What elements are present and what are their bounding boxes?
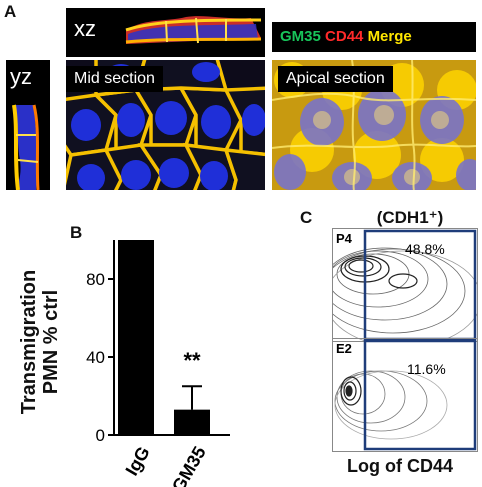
e2-percent: 11.6% — [407, 361, 446, 377]
bar-igg — [118, 240, 154, 435]
y-tick-label: 0 — [96, 426, 105, 445]
legend-merge: Merge — [367, 28, 412, 45]
p4-percent: 48.8% — [405, 241, 445, 257]
e2-contours — [334, 339, 477, 451]
mid-section-image: Mid section — [66, 60, 265, 190]
x-category-label-gm35: GM35 — [168, 443, 210, 487]
bar-gm35 — [174, 409, 210, 435]
panel-b-chart: 0 40 80 IgG GM35 ** — [86, 240, 230, 487]
channel-legend: GM35 CD44 Merge — [272, 22, 476, 52]
xz-strip-image: xz — [66, 8, 265, 57]
xz-label: xz — [74, 16, 96, 41]
xz-strip-graphic — [66, 8, 265, 57]
flow-plot-p4: P4 48.8% — [320, 228, 482, 348]
panel-b-ylabel-line2: PMN % ctrl — [40, 289, 62, 395]
yz-strip-graphic — [6, 60, 50, 190]
panel-c-title: (CDH1⁺) — [376, 208, 444, 227]
x-category-label-igg: IgG — [122, 443, 154, 479]
e2-gate — [363, 339, 477, 451]
apical-section-label: Apical section — [278, 66, 393, 92]
p4-label: P4 — [336, 231, 352, 246]
panel-b-ylabel-line1: Transmigration — [18, 269, 40, 415]
panel-c-letter: C — [300, 208, 313, 227]
panel-b-ylabel: Transmigration PMN % ctrl — [18, 232, 62, 452]
p4-gate — [363, 229, 477, 341]
panel-a-letter: A — [4, 2, 17, 21]
apical-section-image: Apical section — [272, 60, 476, 190]
mid-section-label: Mid section — [66, 66, 163, 92]
significance-label: ** — [183, 348, 201, 373]
yz-label: yz — [10, 64, 32, 89]
panel-b-letter: B — [70, 223, 83, 242]
panel-c-xlabel: Log of CD44 — [347, 456, 453, 476]
y-tick-label: 40 — [86, 348, 105, 367]
e2-label: E2 — [336, 341, 352, 356]
legend-gm35: GM35 — [280, 28, 321, 45]
y-tick-label: 80 — [86, 270, 105, 289]
flow-plot-e2: E2 11.6% — [332, 338, 478, 452]
yz-strip-image: yz — [6, 60, 50, 190]
legend-cd44: CD44 — [325, 28, 364, 45]
